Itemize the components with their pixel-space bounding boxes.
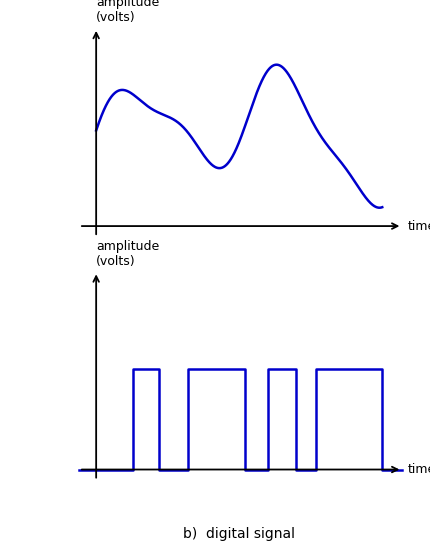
Text: time: time — [407, 220, 430, 233]
Text: b)  digital signal: b) digital signal — [183, 527, 295, 541]
Text: a)  analog signal: a) analog signal — [181, 275, 296, 289]
Text: time: time — [407, 463, 430, 476]
Text: amplitude
(volts): amplitude (volts) — [96, 0, 159, 24]
Text: amplitude
(volts): amplitude (volts) — [96, 240, 159, 268]
